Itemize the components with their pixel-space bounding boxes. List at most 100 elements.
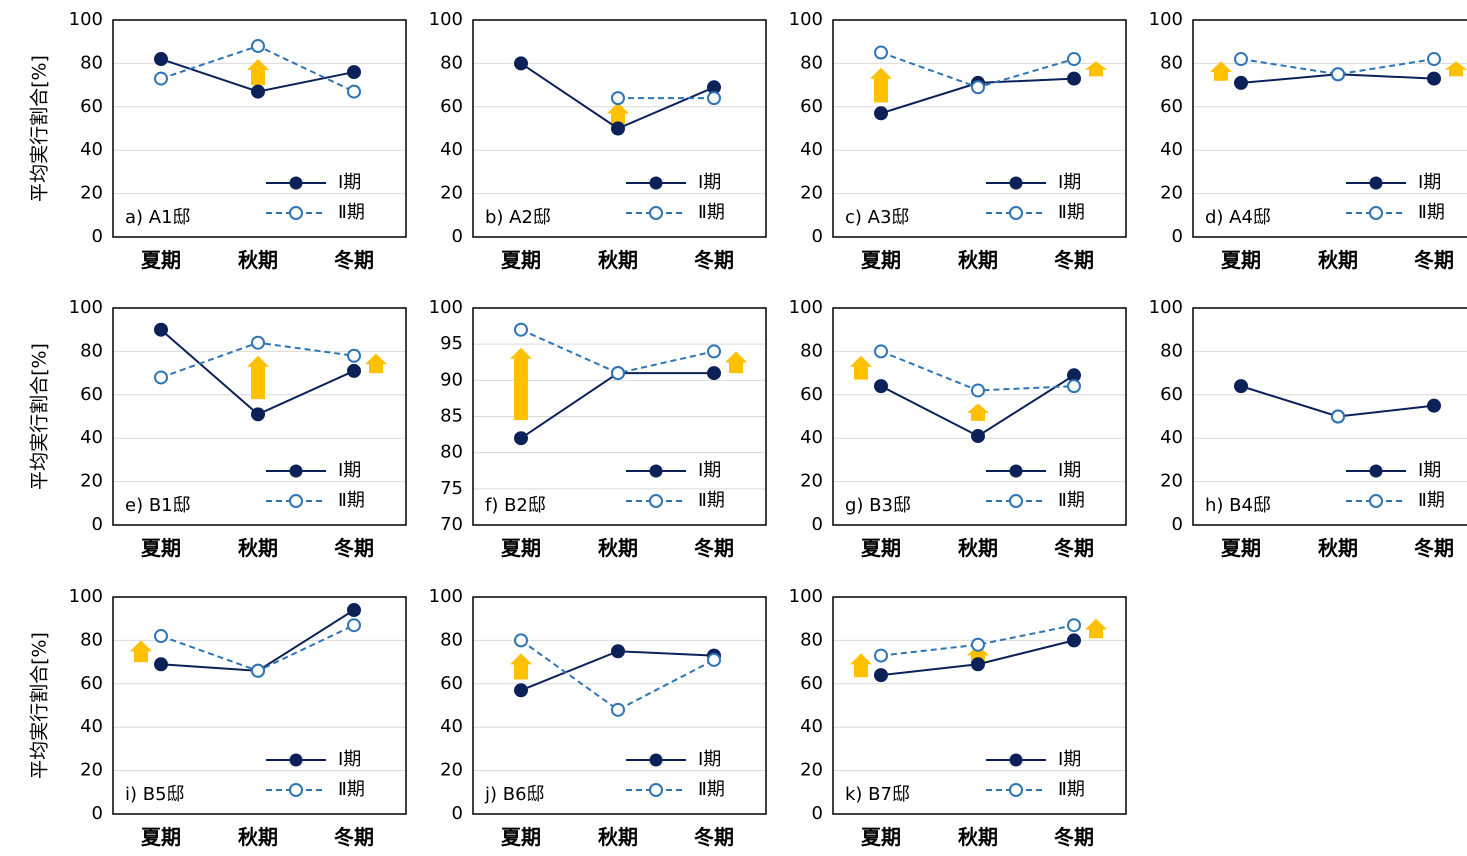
data-point-period2: [514, 633, 528, 648]
y-tick-label: 20: [440, 183, 463, 204]
y-tick-label: 0: [812, 514, 823, 535]
data-point-period2: [154, 370, 168, 385]
y-axis-label: 平均実行割合[%]: [29, 55, 51, 202]
legend-marker-period2: [1009, 494, 1023, 508]
x-category-label: 秋期: [238, 536, 278, 560]
legend-label-period2: Ⅱ期: [338, 779, 365, 800]
increase-arrow: [725, 351, 747, 374]
y-tick-label: 40: [80, 427, 103, 448]
increase-arrow: [607, 102, 629, 125]
chart-panel-9: 0 20 40 60 80 100 夏期 秋期 冬期 Ⅰ期 Ⅱ期 i) B5邸: [69, 586, 407, 849]
plot-frame: [112, 596, 407, 815]
legend-marker-period2: [649, 783, 663, 797]
y-tick-label: 100: [429, 9, 463, 30]
data-point-period2: [707, 91, 721, 106]
y-tick-label: 80: [1160, 52, 1183, 73]
x-category-label: 夏期: [501, 825, 541, 849]
y-tick-label: 100: [789, 586, 823, 607]
y-axis-label: 平均実行割合[%]: [29, 343, 51, 490]
chart-panel-2: 0 20 40 60 80 100 夏期 秋期 冬期 Ⅰ期 Ⅱ期 b) A2邸: [429, 9, 767, 272]
plot-frame: [112, 307, 407, 526]
data-point-period1: [1427, 398, 1441, 413]
plot-frame: [832, 596, 1127, 815]
data-point-period1: [251, 84, 265, 99]
x-category-label: 秋期: [598, 825, 638, 849]
y-tick-label: 100: [429, 297, 463, 318]
data-point-period2: [971, 383, 985, 398]
y-tick-label: 40: [1160, 139, 1183, 160]
y-tick-label: 60: [800, 384, 823, 405]
data-point-period1: [514, 431, 528, 446]
y-tick-label: 100: [789, 297, 823, 318]
legend-label-period1: Ⅰ期: [698, 749, 721, 770]
legend-marker-period2: [1009, 206, 1023, 220]
chart-panel-5: 0 20 40 60 80 100 夏期 秋期 冬期 Ⅰ期 Ⅱ期 e) B1邸: [69, 297, 407, 560]
legend-marker-period2: [1009, 783, 1023, 797]
chart-panel-6: 70 75 80 85 90 95 100 夏期 秋期 冬期 Ⅰ期 Ⅱ期 f) B2邸: [429, 297, 767, 560]
plot-frame: [832, 19, 1127, 238]
y-tick-label: 95: [440, 333, 463, 354]
y-tick-label: 100: [1149, 9, 1183, 30]
x-category-label: 冬期: [1054, 536, 1094, 560]
increase-arrow: [870, 67, 892, 103]
x-category-label: 秋期: [958, 536, 998, 560]
y-tick-label: 40: [1160, 427, 1183, 448]
plot-frame: [472, 596, 767, 815]
panel-label: c) A3邸: [845, 207, 909, 228]
panel-label: j) B6邸: [484, 784, 545, 805]
panel-label: f) B2邸: [485, 495, 546, 516]
x-category-label: 夏期: [1221, 248, 1261, 272]
y-tick-label: 0: [1172, 514, 1183, 535]
chart-panel-3: 0 20 40 60 80 100 夏期 秋期 冬期 Ⅰ期 Ⅱ期 c) A3邸: [789, 9, 1127, 272]
data-point-period1: [514, 683, 528, 698]
legend-label-period2: Ⅱ期: [338, 490, 365, 511]
y-tick-label: 0: [452, 226, 463, 247]
y-tick-label: 0: [92, 226, 103, 247]
legend-label-period2: Ⅱ期: [698, 202, 725, 223]
legend-marker-period2: [649, 494, 663, 508]
panel-label: e) B1邸: [125, 495, 191, 516]
legend-marker-period1: [289, 753, 303, 767]
series-line-period2: [520, 328, 715, 375]
y-tick-label: 100: [789, 9, 823, 30]
y-tick-label: 20: [80, 760, 103, 781]
data-point-period1: [1234, 75, 1248, 90]
legend-marker-period1: [1369, 464, 1383, 478]
data-point-period2: [154, 71, 168, 86]
legend-marker-period1: [649, 753, 663, 767]
data-point-period2: [347, 348, 361, 363]
plot-frame: [472, 307, 767, 526]
data-point-period2: [1331, 409, 1345, 424]
x-category-label: 冬期: [1054, 825, 1094, 849]
y-tick-label: 70: [440, 514, 463, 535]
y-tick-label: 60: [440, 673, 463, 694]
legend-label-period2: Ⅱ期: [1418, 202, 1445, 223]
legend-label-period1: Ⅰ期: [338, 460, 361, 481]
increase-arrow: [365, 353, 387, 374]
x-category-label: 秋期: [1318, 536, 1358, 560]
x-category-label: 夏期: [501, 536, 541, 560]
panel-label: a) A1邸: [125, 207, 191, 228]
plot-frame: [832, 307, 1127, 526]
panel-label: i) B5邸: [125, 784, 185, 805]
y-tick-label: 20: [80, 183, 103, 204]
legend-label-period2: Ⅱ期: [338, 202, 365, 223]
legend-marker-period1: [1009, 753, 1023, 767]
legend-marker-period2: [1369, 206, 1383, 220]
y-tick-label: 40: [80, 716, 103, 737]
y-tick-label: 0: [812, 226, 823, 247]
data-point-period1: [1234, 379, 1248, 394]
panel-label: k) B7邸: [845, 784, 910, 805]
series-line-period1: [520, 372, 714, 440]
data-point-period1: [347, 603, 361, 618]
y-axis-label: 平均実行割合[%]: [29, 632, 51, 779]
increase-arrow: [510, 347, 532, 421]
y-tick-label: 20: [800, 471, 823, 492]
legend-label-period1: Ⅰ期: [1058, 749, 1081, 770]
x-category-label: 秋期: [238, 825, 278, 849]
legend-label-period1: Ⅰ期: [1058, 460, 1081, 481]
plot-frame: [1192, 19, 1467, 238]
y-tick-label: 20: [440, 760, 463, 781]
series-line-period2: [520, 639, 715, 712]
